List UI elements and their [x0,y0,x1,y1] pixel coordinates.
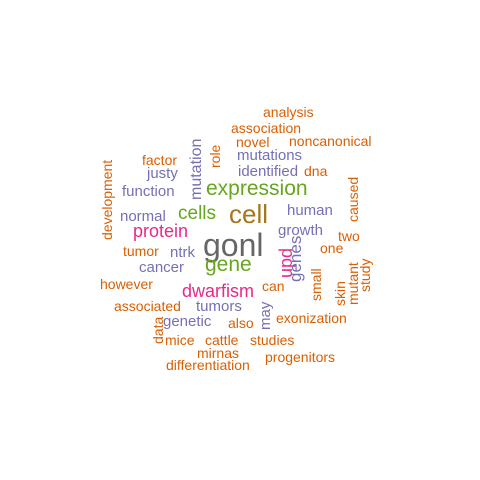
word-mice: mice [165,332,195,348]
word-small: small [308,268,324,301]
word-analysis: analysis [263,104,314,120]
word-genes: genes [286,235,305,282]
word-gene: gene [205,253,252,276]
word-mutation: mutation [188,138,205,200]
word-progenitors: progenitors [265,349,336,365]
word-tumor: tumor [123,243,159,259]
word-cancer: cancer [139,259,185,276]
word-may: may [257,301,274,330]
word-noncanonical: noncanonical [289,133,372,149]
word-growth: growth [278,222,324,239]
word-cell: cell [229,199,269,229]
word-factor: factor [142,152,178,168]
word-cattle: cattle [205,332,239,348]
word-mirnas: mirnas [197,345,240,361]
word-association: association [231,120,302,136]
word-associated: associated [114,298,181,314]
word-differentiation: differentiation [166,357,250,373]
word-normal: normal [120,208,166,225]
word-can: can [262,278,285,294]
word-justy: justy [147,165,178,182]
word-identified: identified [238,163,299,180]
word-caused: caused [345,176,361,222]
word-protein: protein [133,221,189,241]
word-dna: dna [304,163,328,179]
word-one: one [320,240,344,256]
word-mutations: mutations [237,147,303,164]
word-development: development [99,159,115,240]
word-data: data [150,316,166,344]
word-tumors: tumors [196,298,242,315]
word-two: two [338,228,360,244]
word-novel: novel [236,134,270,150]
word-expression: expression [206,177,308,200]
word-however: however [100,276,153,292]
word-human: human [287,202,333,219]
word-study: study [357,258,373,292]
word-dwarfism: dwarfism [182,281,255,301]
word-ntrk: ntrk [170,244,196,261]
word-cells: cells [178,203,217,224]
word-exonization: exonization [276,310,347,326]
word-genetic: genetic [163,313,212,330]
word-also: also [228,315,254,331]
word-role: role [207,144,223,168]
word-function: function [122,183,175,200]
word-studies: studies [250,332,295,348]
word-gonl: gonl [203,227,264,263]
